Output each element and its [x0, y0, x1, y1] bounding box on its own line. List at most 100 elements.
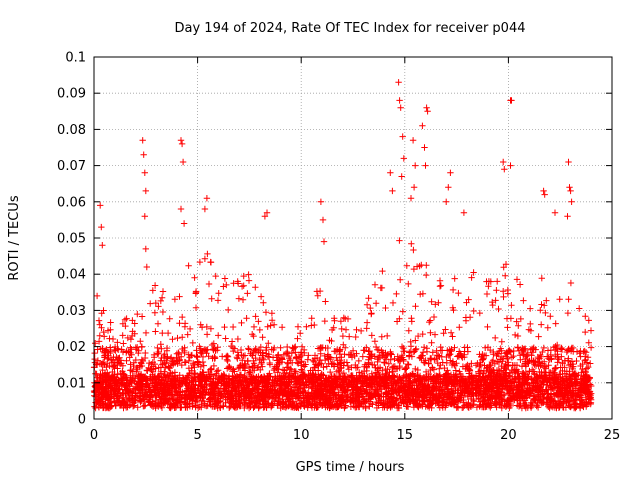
data-point [320, 364, 327, 371]
data-point [208, 295, 215, 302]
data-point [340, 314, 347, 321]
data-point [121, 316, 129, 323]
data-point [107, 319, 114, 326]
data-point [176, 320, 183, 327]
data-point [251, 347, 258, 354]
data-point [344, 315, 352, 323]
data-point [564, 309, 572, 317]
data-point [544, 401, 551, 408]
data-point [455, 289, 462, 297]
data-point [294, 335, 301, 342]
chart-title: Day 194 of 2024, Rate Of TEC Index for r… [175, 21, 526, 36]
data-point [489, 298, 496, 306]
data-point [587, 360, 594, 367]
data-point [198, 404, 205, 411]
data-point [468, 360, 475, 367]
data-point [535, 333, 542, 340]
data-point [245, 271, 252, 278]
data-point [488, 358, 496, 366]
data-point [238, 283, 246, 290]
data-point [214, 297, 222, 304]
data-point [311, 321, 318, 329]
data-point [525, 326, 533, 333]
data-point [504, 324, 511, 331]
data-point [327, 368, 334, 376]
data-point [189, 339, 196, 347]
data-point [588, 382, 595, 390]
data-point [159, 361, 166, 368]
data-point [513, 276, 521, 283]
data-point [231, 345, 238, 352]
data-point [196, 258, 204, 266]
data-point [241, 360, 248, 367]
data-point [363, 325, 370, 332]
data-point [436, 283, 444, 290]
data-point [500, 293, 507, 301]
data-point [245, 346, 253, 353]
data-point [547, 313, 554, 320]
data-point [308, 315, 315, 322]
data-point [163, 380, 171, 387]
data-point [498, 338, 505, 345]
data-point [176, 293, 183, 300]
data-point [451, 344, 458, 351]
data-point [342, 344, 349, 351]
data-point [264, 323, 271, 330]
data-point [268, 310, 276, 317]
data-point [222, 335, 229, 342]
data-point [204, 250, 211, 258]
data-point [515, 322, 522, 329]
data-point [379, 267, 386, 275]
data-point [396, 315, 403, 322]
data-point [221, 275, 229, 282]
data-point [389, 299, 397, 307]
data-point [91, 355, 98, 363]
data-point [260, 299, 267, 306]
data-point [262, 309, 270, 316]
data-point [279, 366, 287, 373]
data-point [465, 296, 472, 303]
data-point [274, 352, 281, 359]
data-point [200, 362, 207, 369]
data-point [431, 331, 439, 338]
data-point [470, 307, 477, 315]
data-point [92, 370, 99, 377]
data-point [147, 300, 154, 307]
data-point [493, 287, 500, 294]
data-point [171, 369, 179, 376]
data-point [317, 350, 324, 357]
data-point [154, 344, 161, 352]
data-point [278, 324, 286, 331]
data-point [154, 350, 161, 357]
data-point [538, 275, 545, 282]
data-point [295, 360, 302, 367]
data-point [353, 387, 360, 394]
data-point [178, 361, 185, 369]
data-point [335, 361, 343, 368]
data-point [127, 344, 134, 351]
data-point [219, 353, 226, 360]
data-point [215, 332, 222, 339]
data-point [175, 349, 182, 356]
data-point [352, 333, 359, 341]
data-point [436, 277, 444, 284]
data-point [322, 298, 329, 305]
data-point [483, 290, 491, 298]
data-point [436, 365, 443, 372]
data-point [403, 262, 410, 269]
data-point [152, 328, 159, 335]
data-point [385, 360, 392, 367]
data-point [267, 322, 274, 329]
data-point [378, 333, 385, 340]
data-point [545, 362, 552, 369]
data-point [210, 340, 217, 347]
data-point [379, 367, 386, 374]
data-point [255, 318, 262, 325]
data-point [540, 344, 547, 352]
data-point [158, 294, 166, 301]
data-point [311, 355, 319, 362]
data-point [310, 396, 318, 404]
data-point [444, 367, 451, 374]
data-point [514, 332, 522, 340]
data-point [342, 326, 350, 333]
